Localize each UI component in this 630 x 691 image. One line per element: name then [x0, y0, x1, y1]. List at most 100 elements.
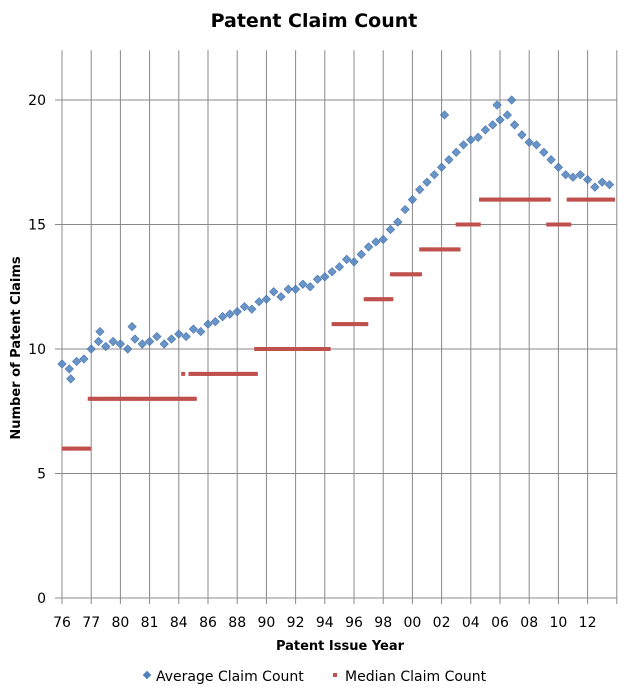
median-point [481, 197, 486, 202]
average-point [480, 125, 490, 135]
median-point [454, 247, 459, 252]
x-tick-labels: 76 77 80 81 84 86 88 90 92 94 96 98 00 02 04 06 08 10 12 [53, 615, 596, 631]
average-point [327, 267, 337, 277]
median-point [449, 247, 454, 252]
average-point [232, 307, 242, 317]
average-point [298, 279, 308, 289]
legend-median-marker [333, 673, 337, 677]
median-point [324, 347, 329, 351]
y-tick-label: 10 [28, 342, 46, 358]
median-point [502, 197, 507, 202]
average-point [422, 177, 432, 187]
median-point [601, 197, 606, 202]
median-point [242, 371, 247, 376]
median-point [483, 197, 488, 202]
average-point [95, 326, 105, 337]
median-point [211, 371, 216, 376]
median-point [389, 297, 394, 302]
median-point [592, 197, 597, 202]
average-point [583, 175, 593, 185]
average-point [539, 147, 549, 157]
average-point [488, 120, 498, 130]
average-point [108, 336, 118, 347]
median-point [153, 396, 158, 401]
average-point [291, 284, 301, 294]
median-point [380, 297, 385, 302]
gridlines [55, 50, 618, 604]
average-point [568, 172, 578, 182]
legend: Average Claim Count Median Claim Count [142, 669, 487, 685]
median-point [333, 322, 338, 327]
median-point [394, 272, 399, 277]
median-point [493, 197, 498, 202]
median-point [426, 247, 431, 252]
median-point [451, 247, 456, 252]
median-point [500, 197, 505, 202]
average-point [210, 317, 220, 327]
median-point [148, 396, 153, 401]
median-point [270, 347, 275, 351]
median-point [99, 396, 104, 401]
median-point [389, 272, 394, 277]
x-tick-label: 88 [228, 615, 246, 631]
median-point [181, 396, 186, 401]
median-point [421, 247, 426, 252]
median-point [150, 396, 155, 401]
median-point [73, 446, 78, 451]
median-point [181, 371, 186, 376]
average-point [378, 234, 388, 245]
average-point [305, 282, 315, 292]
median-point [188, 371, 193, 376]
median-point [178, 396, 183, 401]
average-point [364, 242, 374, 252]
median-point [575, 197, 580, 202]
average-point [473, 132, 483, 142]
average-point [495, 115, 505, 125]
average-point [356, 249, 366, 259]
median-point [160, 396, 165, 401]
median-point [338, 322, 343, 327]
median-point [185, 396, 190, 401]
y-tick-label: 20 [28, 93, 46, 109]
median-point [364, 322, 369, 327]
median-point [387, 297, 392, 302]
median-point [300, 347, 305, 351]
x-tick-label: 02 [433, 615, 451, 631]
median-point [101, 396, 106, 401]
median-point [368, 297, 373, 302]
average-point [247, 304, 257, 314]
average-point [181, 331, 191, 342]
median-point [560, 222, 565, 227]
median-point [562, 222, 567, 227]
average-point [334, 262, 344, 272]
median-point [303, 347, 308, 351]
median-point [399, 272, 404, 277]
median-point [115, 396, 120, 401]
median-point [518, 197, 523, 202]
median-point [298, 347, 303, 351]
median-point [321, 347, 326, 351]
median-point [415, 272, 420, 277]
median-point [587, 197, 592, 202]
median-point [490, 197, 495, 202]
median-point [286, 347, 291, 351]
median-point [467, 222, 472, 227]
median-point [239, 371, 244, 376]
median-point [272, 347, 277, 351]
x-tick-label: 81 [141, 615, 159, 631]
median-point [237, 371, 242, 376]
median-point [155, 396, 160, 401]
median-point [80, 446, 85, 451]
median-point [457, 222, 462, 227]
median-point [603, 197, 608, 202]
median-point [406, 272, 411, 277]
median-point [469, 222, 474, 227]
x-tick-label: 84 [170, 615, 188, 631]
median-point [347, 322, 352, 327]
median-point [435, 247, 440, 252]
median-point [157, 396, 162, 401]
median-point [127, 396, 132, 401]
median-point [550, 222, 555, 227]
median-point [293, 347, 298, 351]
median-point [568, 197, 573, 202]
